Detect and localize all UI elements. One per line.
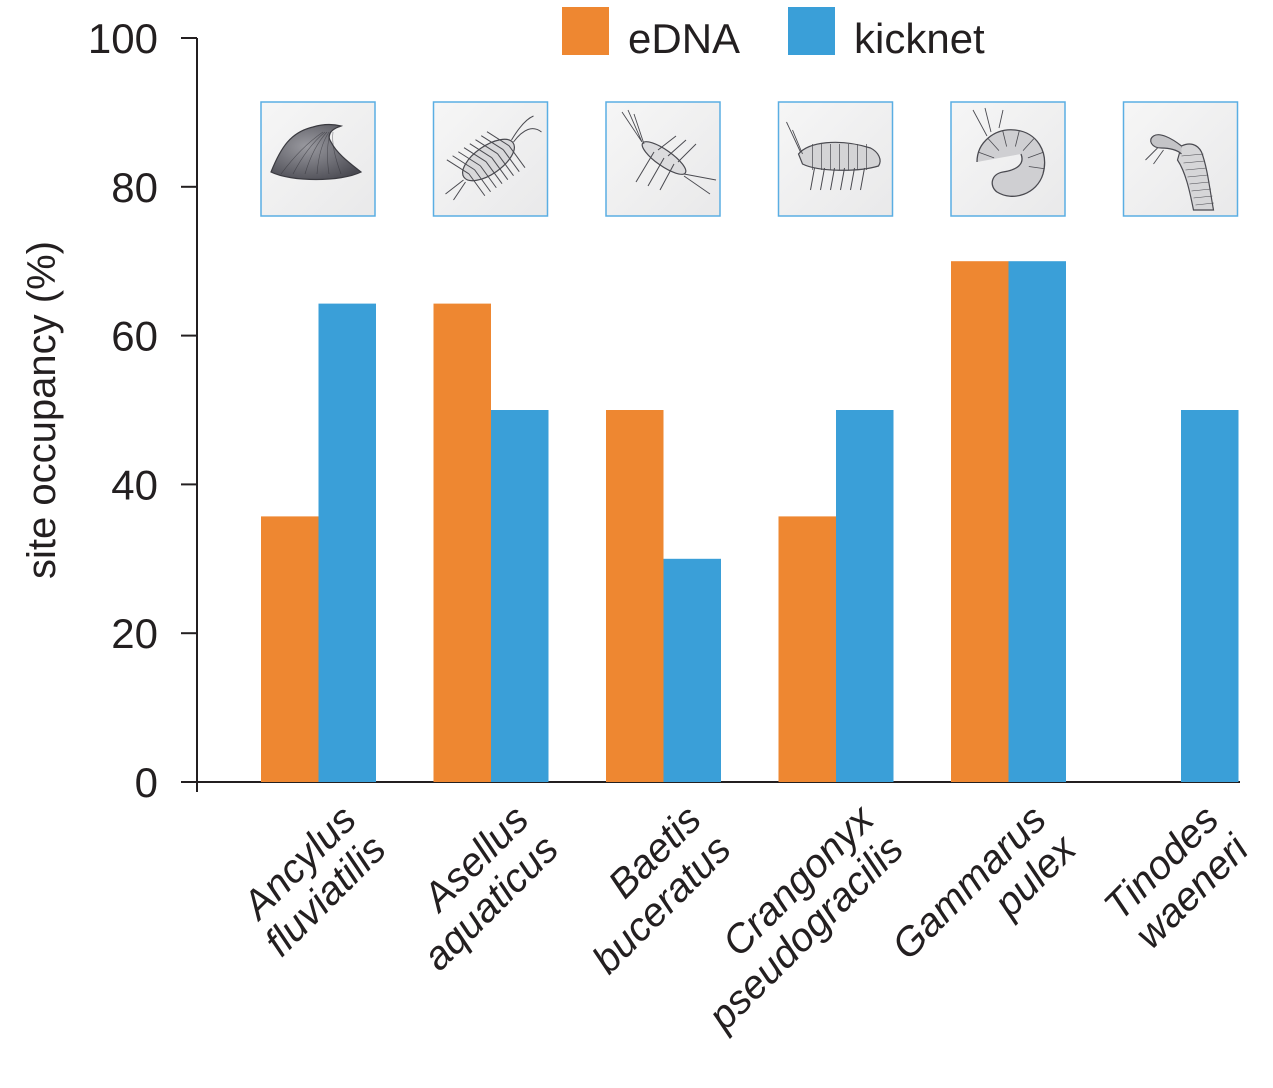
y-tick-label: 0 [135,759,158,806]
caddis-larva-sketch [1122,101,1239,217]
y-tick-label: 60 [111,313,158,360]
bar-edna-3 [778,516,836,782]
legend-label-edna: eDNA [628,15,740,62]
bars [261,261,1239,782]
mayfly-larva-sketch [605,101,721,217]
y-tick-label: 100 [88,15,158,62]
y-tick-label: 20 [111,610,158,657]
curled-shrimp-sketch [950,101,1066,217]
bar-edna-1 [433,303,491,782]
y-tick-label: 80 [111,164,158,211]
legend-label-kicknet: kicknet [854,15,985,62]
bar-kicknet-1 [491,410,549,782]
amphipod-sketch [777,101,894,217]
bar-kicknet-0 [318,303,376,782]
category-images [260,101,1239,217]
y-ticks: 0 20 40 60 80 100 [88,15,197,806]
bar-edna-0 [261,516,319,782]
legend-swatch-kicknet [788,7,835,55]
bar-kicknet-5 [1181,410,1239,782]
bar-edna-4 [951,261,1009,782]
y-axis-title: site occupancy (%) [20,241,64,579]
legend-swatch-edna [562,7,609,55]
bar-kicknet-4 [1008,261,1066,782]
isopod-sketch [432,101,549,217]
bar-kicknet-3 [836,410,894,782]
limpet-shell-sketch [260,101,376,217]
y-tick-label: 40 [111,461,158,508]
bar-edna-2 [606,410,664,782]
bar-kicknet-2 [663,558,721,782]
legend: eDNA kicknet [562,7,985,62]
